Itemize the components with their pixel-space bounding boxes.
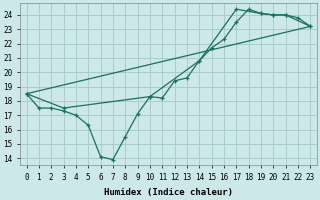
- X-axis label: Humidex (Indice chaleur): Humidex (Indice chaleur): [104, 188, 233, 197]
